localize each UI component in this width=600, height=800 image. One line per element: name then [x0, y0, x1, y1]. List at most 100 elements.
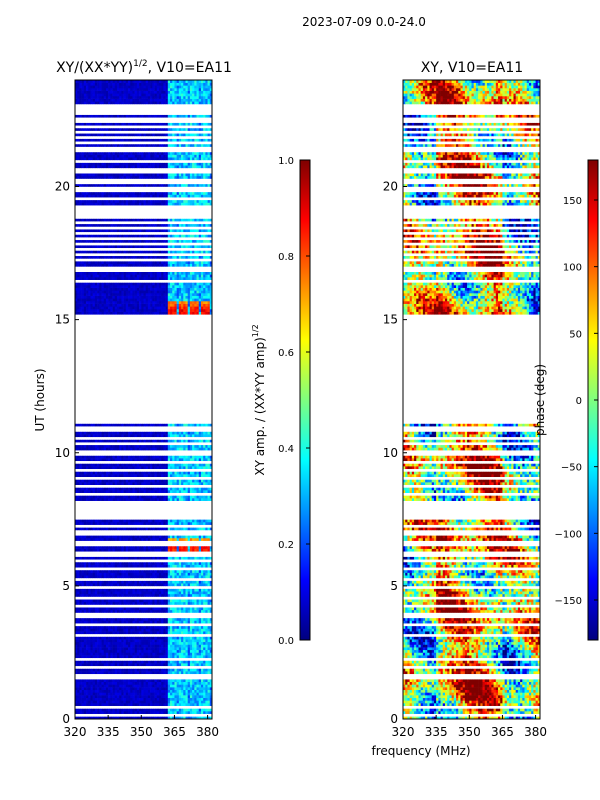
heatmap-cell	[90, 676, 93, 680]
heatmap-cell	[94, 580, 98, 584]
heatmap-cell	[203, 649, 206, 653]
heatmap-cell	[86, 540, 89, 544]
heatmap-cell	[163, 580, 166, 584]
heatmap-cell	[176, 564, 180, 568]
heatmap-cell	[198, 516, 202, 520]
heatmap-cell	[189, 545, 193, 549]
heatmap-cell	[154, 649, 158, 653]
heatmap-cell	[92, 519, 96, 523]
heatmap-cell	[121, 620, 124, 624]
heatmap-cell	[158, 545, 162, 549]
heatmap-cell	[185, 660, 188, 664]
heatmap-cell	[152, 564, 155, 568]
heatmap-cell	[161, 561, 164, 565]
heatmap-cell	[103, 588, 107, 592]
heatmap-cell	[196, 689, 200, 693]
heatmap-cell	[165, 607, 169, 611]
heatmap-cell	[77, 556, 80, 560]
heatmap-cell	[196, 553, 200, 557]
heatmap-cell	[156, 591, 160, 595]
heatmap-cell	[136, 617, 140, 621]
heatmap-cell	[205, 612, 208, 616]
heatmap-cell	[139, 711, 142, 714]
heatmap-cell	[90, 599, 93, 603]
heatmap-cell	[92, 601, 96, 605]
heatmap-cell	[205, 716, 208, 719]
heatmap-cell	[196, 540, 200, 544]
heatmap-cell	[163, 604, 166, 608]
heatmap-cell	[196, 641, 200, 645]
heatmap-cell	[123, 556, 127, 560]
heatmap-cell	[200, 521, 204, 525]
heatmap-cell	[154, 607, 158, 611]
heatmap-cell	[81, 687, 85, 691]
heatmap-cell	[147, 649, 151, 653]
heatmap-cell	[183, 591, 186, 595]
heatmap-cell	[170, 697, 173, 701]
heatmap-cell	[134, 601, 138, 605]
heatmap-cell	[161, 506, 164, 509]
heatmap-cell	[152, 617, 155, 621]
heatmap-cell	[77, 644, 80, 648]
heatmap-cell	[114, 665, 118, 669]
heatmap-cell	[209, 711, 212, 714]
heatmap-cell	[178, 615, 182, 619]
heatmap-cell	[121, 508, 124, 512]
heatmap-cell	[92, 716, 96, 719]
heatmap-cell	[112, 689, 116, 693]
heatmap-cell	[152, 543, 155, 547]
heatmap-cell	[128, 620, 131, 624]
heatmap-cell	[170, 599, 173, 603]
heatmap-cell	[103, 636, 107, 640]
heatmap-cell	[97, 700, 100, 704]
heatmap-cell	[90, 508, 93, 512]
heatmap-cell	[154, 506, 158, 509]
heatmap-cell	[112, 599, 116, 603]
heatmap-cell	[81, 716, 85, 719]
heatmap-cell	[116, 503, 120, 507]
heatmap-cell	[114, 503, 118, 507]
heatmap-cell	[185, 529, 188, 533]
heatmap-cell	[110, 708, 113, 712]
heatmap-cell	[178, 527, 182, 531]
heatmap-cell	[194, 703, 197, 706]
heatmap-cell	[121, 652, 124, 656]
heatmap-cell	[143, 580, 147, 584]
heatmap-cell	[174, 692, 177, 696]
heatmap-cell	[194, 583, 197, 587]
heatmap-cell	[161, 668, 164, 672]
heatmap-cell	[94, 620, 98, 624]
heatmap-cell	[143, 556, 147, 560]
heatmap-cell	[207, 506, 211, 509]
heatmap-cell	[108, 657, 111, 661]
heatmap-cell	[77, 708, 80, 712]
heatmap-cell	[187, 588, 191, 592]
heatmap-cell	[200, 633, 204, 637]
heatmap-cell	[108, 583, 111, 587]
heatmap-cell	[103, 684, 107, 688]
heatmap-cell	[174, 511, 177, 515]
heatmap-cell	[81, 516, 85, 520]
heatmap-cell	[141, 620, 144, 624]
heatmap-cell	[128, 556, 131, 560]
heatmap-cell	[152, 711, 155, 714]
heatmap-cell	[194, 711, 197, 714]
heatmap-cell	[94, 516, 98, 520]
heatmap-cell	[83, 633, 87, 637]
heatmap-cell	[92, 575, 96, 579]
heatmap-cell	[94, 596, 98, 600]
heatmap-cell	[165, 604, 169, 608]
heatmap-cell	[189, 604, 193, 608]
heatmap-cell	[130, 644, 133, 648]
heatmap-cell	[112, 564, 116, 568]
heatmap-cell	[134, 553, 138, 557]
heatmap-cell	[132, 697, 135, 701]
heatmap-cell	[114, 508, 118, 512]
heatmap-cell	[187, 692, 191, 696]
heatmap-cell	[90, 641, 93, 645]
heatmap-cell	[170, 617, 173, 621]
heatmap-cell	[121, 577, 124, 581]
heatmap-cell	[194, 676, 197, 680]
heatmap-cell	[207, 508, 211, 512]
heatmap-cell	[196, 708, 200, 712]
